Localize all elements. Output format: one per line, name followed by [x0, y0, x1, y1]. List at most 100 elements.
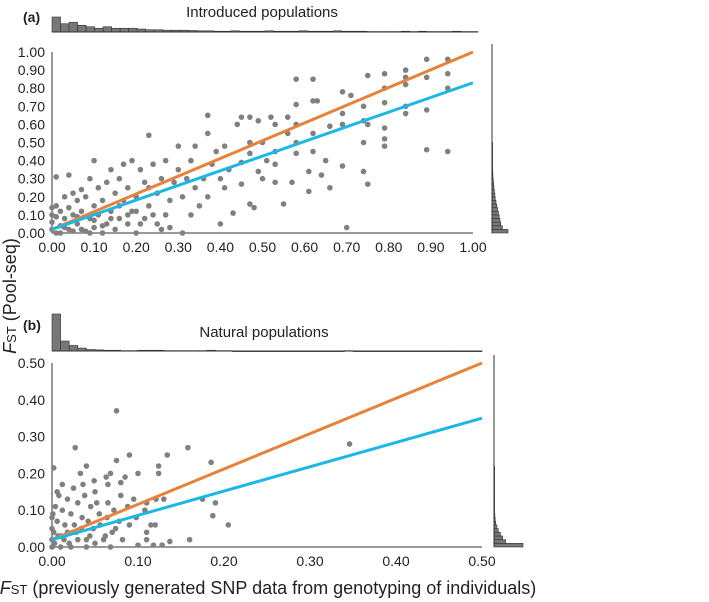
data-point	[175, 143, 182, 149]
data-point	[99, 197, 106, 204]
y-tick-label: 0.20	[18, 189, 45, 205]
data-point	[175, 166, 182, 173]
data-point	[103, 474, 109, 480]
data-point	[179, 230, 186, 236]
data-point	[53, 230, 60, 236]
one-to-one-line	[51, 361, 483, 542]
data-point	[103, 179, 110, 186]
right-histogram-bar	[493, 539, 506, 544]
regression-line	[51, 81, 474, 231]
data-point	[137, 166, 144, 173]
top-histogram-bar	[128, 27, 138, 33]
top-histogram-bar	[68, 345, 79, 352]
data-point	[402, 81, 409, 88]
panel-b-title: Natural populations	[199, 324, 328, 341]
x-tick-label: 0.10	[124, 553, 151, 569]
x-tick-label: 0.60	[291, 239, 318, 255]
data-point	[167, 538, 173, 545]
y-axis-label: FST (Pool-seq)	[0, 238, 20, 354]
data-point	[57, 208, 64, 215]
data-point	[238, 114, 245, 120]
data-point	[255, 117, 262, 124]
data-point	[364, 72, 371, 79]
data-point	[192, 184, 198, 191]
right-histogram-bar	[493, 531, 501, 537]
data-point	[217, 175, 224, 182]
x-axis-label-st: ST	[11, 582, 28, 597]
data-point	[263, 157, 270, 164]
data-point	[381, 136, 388, 142]
data-point	[343, 224, 350, 231]
x-axis-label-f: F	[0, 578, 12, 598]
data-point	[49, 525, 55, 532]
panel-a-title: Introduced populations	[186, 4, 338, 21]
data-point	[186, 536, 193, 543]
data-point	[196, 203, 203, 209]
data-point	[99, 222, 106, 229]
data-point	[310, 130, 316, 137]
data-point	[57, 544, 64, 550]
y-tick-label: 0.10	[18, 502, 45, 518]
data-point	[158, 175, 165, 182]
data-point	[204, 194, 211, 200]
data-point	[113, 408, 120, 414]
data-point	[126, 452, 133, 458]
panel-a-introduced: (a) Introduced populations 0.00 0.10 0.20 0…	[18, 4, 509, 255]
data-point	[62, 522, 68, 528]
data-point	[70, 228, 76, 234]
data-point	[70, 485, 77, 491]
data-point	[126, 522, 133, 528]
y-axis-label-rest: (Pool-seq)	[0, 238, 20, 326]
data-point	[162, 157, 169, 164]
data-point	[238, 181, 245, 187]
data-point	[83, 463, 90, 469]
x-axis-label: FST (previously generated SNP data from …	[0, 578, 536, 598]
data-point	[49, 514, 55, 521]
data-point	[381, 99, 388, 106]
top-histogram-bar	[85, 26, 95, 33]
x-tick-label: 0.90	[417, 239, 444, 255]
top-histogram-bar	[68, 21, 78, 33]
right-histogram-bar	[491, 229, 509, 234]
one-to-one-line	[51, 50, 474, 231]
data-point	[327, 184, 333, 191]
right-histogram-bar	[491, 225, 503, 230]
data-point	[339, 89, 346, 95]
right-histogram-bar	[493, 543, 524, 548]
data-point	[105, 481, 111, 488]
data-point	[112, 525, 119, 532]
data-point	[306, 168, 312, 175]
data-point	[120, 161, 127, 168]
data-point	[221, 143, 228, 149]
y-axis-label-st: ST	[4, 326, 19, 343]
data-point	[280, 201, 287, 207]
data-point	[167, 224, 173, 231]
data-point	[75, 536, 81, 543]
data-point	[381, 143, 388, 149]
data-point	[148, 522, 154, 528]
data-point	[143, 529, 150, 536]
y-tick-label: 0.00	[18, 225, 45, 241]
data-point	[59, 507, 66, 513]
x-tick-label: 0.30	[165, 239, 192, 255]
data-point	[99, 230, 106, 236]
regression-line	[51, 416, 483, 542]
data-point	[213, 148, 219, 155]
data-point	[95, 184, 102, 191]
data-point	[70, 190, 76, 196]
data-point	[162, 212, 169, 218]
data-point	[87, 175, 93, 182]
data-point	[289, 179, 295, 186]
data-point	[179, 194, 186, 200]
data-point	[188, 157, 194, 164]
data-point	[103, 221, 110, 227]
data-point	[80, 481, 86, 488]
data-point	[78, 186, 85, 193]
x-tick-label: 0.00	[38, 239, 65, 255]
data-point	[318, 172, 325, 178]
data-point	[108, 166, 114, 173]
data-point	[217, 221, 224, 227]
data-point	[107, 470, 114, 477]
x-axis-label-rest: (previously generated SNP data from geno…	[27, 578, 536, 598]
data-point	[381, 70, 388, 77]
